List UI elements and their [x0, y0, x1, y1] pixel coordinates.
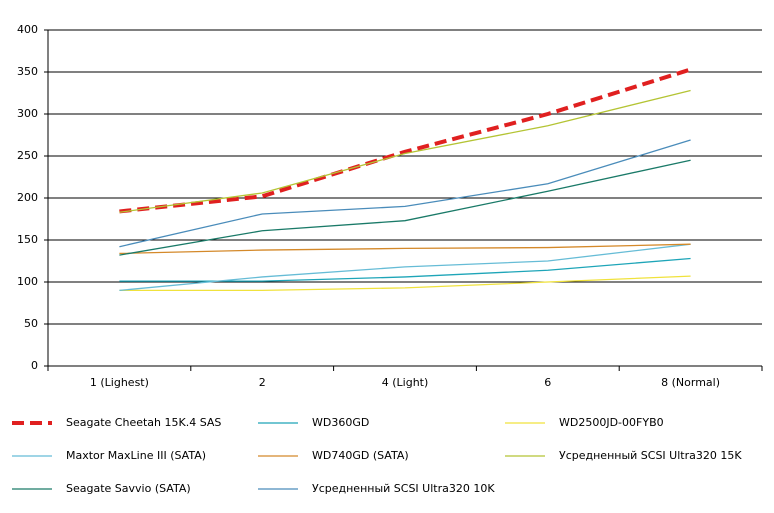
- legend-label: Seagate Cheetah 15K.4 SAS: [66, 416, 221, 429]
- series-line: [119, 275, 691, 292]
- y-tick-label: 0: [31, 359, 38, 372]
- series-line: [119, 159, 691, 256]
- series-line: [119, 139, 691, 248]
- x-tick-label: 6: [544, 376, 551, 389]
- legend-label: Maxtor MaxLine III (SATA): [66, 449, 206, 462]
- y-tick-label: 400: [17, 23, 38, 36]
- legend-label: Усредненный SCSI Ultra320 15K: [559, 449, 742, 462]
- series-line: [119, 243, 691, 255]
- y-tick-label: 200: [17, 191, 38, 204]
- y-tick-label: 250: [17, 149, 38, 162]
- legend-label: Усредненный SCSI Ultra320 10K: [312, 482, 495, 495]
- series-line: [119, 243, 691, 292]
- x-tick-label: 2: [259, 376, 266, 389]
- y-tick-label: 150: [17, 233, 38, 246]
- y-tick-label: 50: [24, 317, 38, 330]
- x-tick-label: 8 (Normal): [661, 376, 720, 389]
- legend-label: WD360GD: [312, 416, 369, 429]
- legend-label: Seagate Savvio (SATA): [66, 482, 191, 495]
- x-tick-label: 4 (Light): [382, 376, 429, 389]
- y-tick-label: 100: [17, 275, 38, 288]
- legend-label: WD2500JD-00FYB0: [559, 416, 664, 429]
- series-line: [119, 89, 691, 213]
- y-tick-label: 300: [17, 107, 38, 120]
- legend-label: WD740GD (SATA): [312, 449, 409, 462]
- y-tick-label: 350: [17, 65, 38, 78]
- x-tick-label: 1 (Lighest): [90, 376, 149, 389]
- series-line: [119, 257, 691, 282]
- series-line: [119, 67, 692, 214]
